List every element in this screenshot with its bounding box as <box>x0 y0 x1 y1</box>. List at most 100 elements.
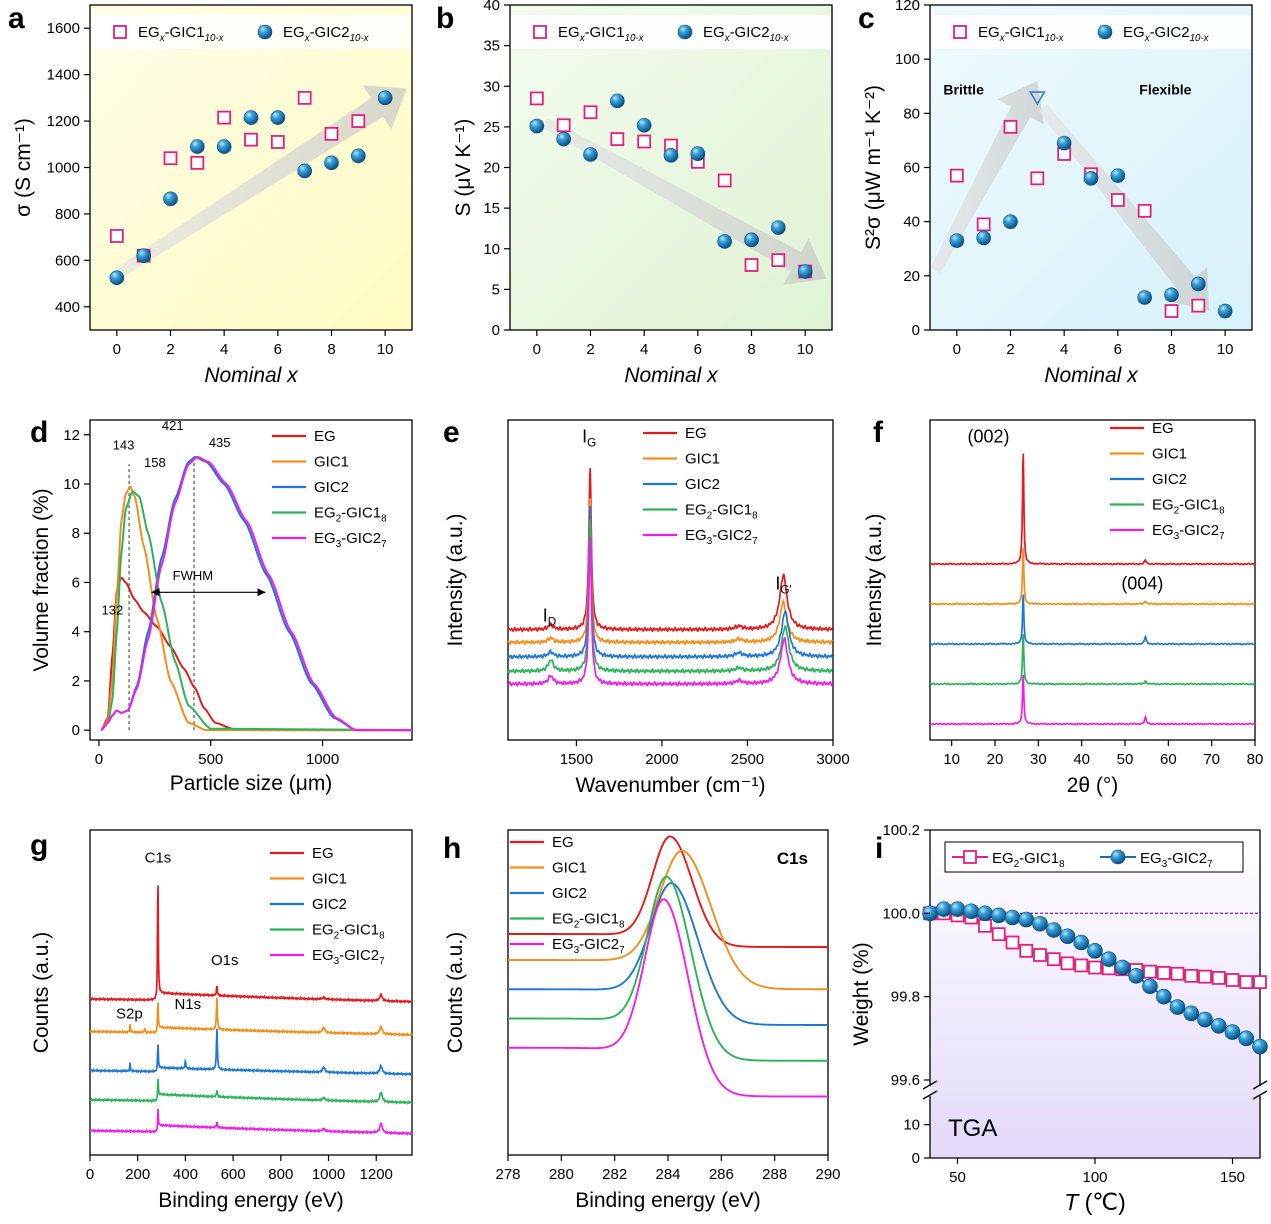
y-tick-label: 2 <box>72 673 80 690</box>
data-point-ball <box>1056 135 1072 151</box>
data-point-ball <box>1142 978 1158 995</box>
legend-label: GIC2 <box>685 476 720 493</box>
y-axis-label: Volume fraction (%) <box>30 488 53 671</box>
data-point-ball <box>243 110 259 125</box>
series-line-GIC2 <box>100 455 412 732</box>
x-tick-label: 150 <box>1220 1169 1245 1186</box>
data-point-ball <box>190 139 205 154</box>
data-point-ball <box>690 146 706 161</box>
series-line-GIC1 <box>89 997 413 1038</box>
x-tick-label: 8 <box>327 341 335 358</box>
legend: EGx-GIC110-x EGx-GIC210-x <box>533 24 790 44</box>
series-ball <box>529 93 813 279</box>
x-tick-label: 50 <box>949 1169 966 1186</box>
data-point-ball <box>324 155 339 171</box>
series-line-GIC1 <box>929 548 1256 606</box>
legend: EG GIC1 GIC2 EG2-GIC18 EG3-GIC27 <box>510 834 625 956</box>
data-point-ball <box>297 163 312 179</box>
trend-arrow <box>1038 104 1210 312</box>
plot-background <box>930 830 1260 1158</box>
legend: EG GIC1 GIC2 EG2-GIC18 EG3-GIC27 <box>270 845 385 967</box>
y-tick-label: 40 <box>903 214 920 231</box>
legend: EG GIC1 GIC2 EG2-GIC18 EG3-GIC27 <box>1110 420 1225 542</box>
data-point-square <box>744 258 759 272</box>
x-tick-label: 400 <box>173 1166 198 1183</box>
series-line-EG3-GIC27 <box>89 1108 413 1136</box>
data-point-square <box>270 135 285 149</box>
legend-label: EGx-GIC110-x <box>138 24 225 44</box>
data-point-square <box>1239 975 1254 989</box>
legend-label: EG <box>685 425 707 442</box>
data-point-ball <box>1100 951 1117 967</box>
peak-label: (002) <box>967 426 1009 446</box>
legend-label: EG2-GIC18 <box>1152 497 1225 517</box>
y-tick-label: 35 <box>483 38 500 55</box>
data-point-ball <box>610 93 625 109</box>
data-point-square <box>1211 971 1226 985</box>
data-point-ball <box>1073 934 1090 951</box>
data-point-ball <box>216 139 232 154</box>
data-point-square <box>109 229 124 243</box>
panel-letter-f: f <box>873 416 884 449</box>
y-tick-label: 10 <box>63 476 80 493</box>
series-line-EG <box>929 453 1256 566</box>
x-tick-label: 2 <box>166 341 174 358</box>
data-point-ball <box>1164 287 1179 303</box>
y-tick-label: 1000 <box>47 160 80 177</box>
legend-label: GIC1 <box>312 871 347 888</box>
panel-letter-b: b <box>436 2 454 35</box>
data-point-ball <box>1087 943 1103 959</box>
x-tick-label: 800 <box>268 1166 293 1183</box>
series-line-GIC1 <box>100 485 413 732</box>
y-axis-label: S²σ (μW m⁻¹ K⁻²) <box>862 85 885 250</box>
legend-label: EG3-GIC27 <box>1152 522 1225 542</box>
y-tick-label: 6 <box>72 574 80 591</box>
data-point-square <box>1088 960 1102 975</box>
panel-letter-g: g <box>30 829 48 862</box>
panel-f-xrd-chart: 10 20 30 40 50 60 70 80 (002) (004) EG GIC1 GIC2 EG2-… <box>863 419 1263 797</box>
series-line-EG <box>508 835 828 948</box>
data-point-ball <box>1191 276 1206 292</box>
y-tick-label: 8 <box>72 525 80 542</box>
x-tick-label: 2500 <box>731 751 764 768</box>
data-point-square <box>717 173 732 188</box>
x-tick-label: 280 <box>549 1166 574 1183</box>
legend-label: EGx-GIC210-x <box>283 24 370 44</box>
data-point-square <box>583 105 598 120</box>
x-axis-label: T (℃) <box>1064 1189 1126 1215</box>
data-point-ball <box>663 148 679 163</box>
legend-label: GIC1 <box>1152 446 1187 463</box>
data-point-ball <box>109 270 125 286</box>
legend-label: EG3-GIC27 <box>685 527 758 547</box>
legend-label: EG <box>314 428 336 445</box>
y-axis-label: S (μV K⁻¹) <box>452 119 475 217</box>
peak-label: 158 <box>144 455 166 470</box>
data-point-ball <box>1155 988 1172 1005</box>
x-tick-label: 500 <box>198 751 223 768</box>
y-tick-label: 20 <box>483 160 500 177</box>
legend-label: EG2-GIC18 <box>992 850 1065 870</box>
panel-b-seebeck-chart: EGx-GIC110-x EGx-GIC210-x 0 2 4 6 8 10 0 5 10 15 20 2… <box>452 0 833 387</box>
peak-label: C1s <box>145 850 172 867</box>
axis-break <box>1252 1080 1268 1090</box>
data-point-ball <box>529 118 545 134</box>
x-tick-label: 0 <box>86 1166 94 1183</box>
y-axis-label: Counts (a.u.) <box>30 932 53 1053</box>
data-point-square <box>1074 958 1089 973</box>
legend-label: EG3-GIC27 <box>314 530 387 550</box>
y-axis-label: Weight (%) <box>850 942 873 1045</box>
x-tick-label: 4 <box>220 341 228 358</box>
data-point-ball <box>797 264 813 279</box>
x-tick-label: 100 <box>1082 1169 1107 1186</box>
x-axis-label: Binding energy (eV) <box>575 1189 761 1212</box>
x-tick-label: 290 <box>815 1166 840 1183</box>
x-tick-label: 1000 <box>312 1166 345 1183</box>
plot-frame <box>89 829 413 1156</box>
legend-background <box>91 15 411 49</box>
y-tick-label: 0 <box>72 722 80 739</box>
peak-label: O1s <box>211 952 239 969</box>
y-tick-label: 120 <box>895 0 920 14</box>
legend-background <box>511 15 831 49</box>
data-point-square <box>978 918 992 933</box>
